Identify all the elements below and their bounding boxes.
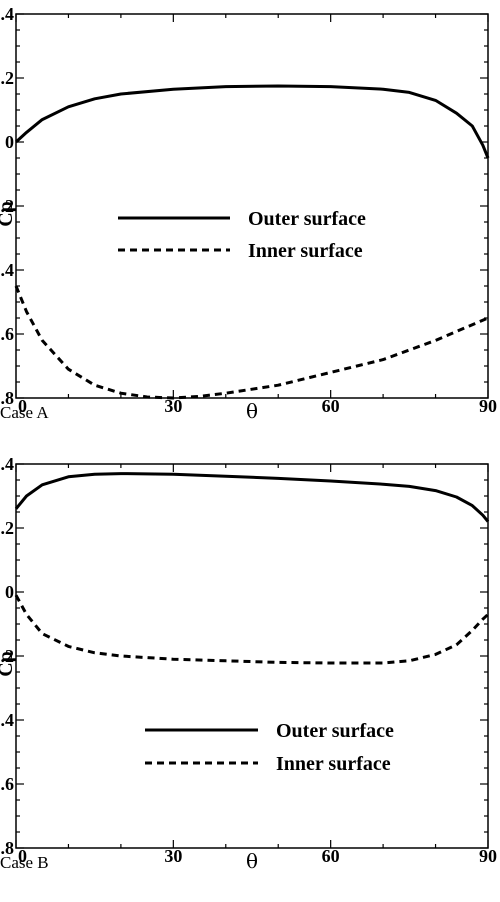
- case-caption: Case A: [0, 403, 49, 422]
- legend-label: Inner surface: [276, 753, 391, 775]
- y-tick-label: 0.4: [0, 4, 14, 24]
- x-tick-label: 90: [479, 846, 497, 866]
- plot-frame: [15, 463, 489, 849]
- case-caption: Case B: [0, 853, 49, 872]
- x-tick-label: 60: [322, 396, 340, 416]
- legend-label: Outer surface: [276, 720, 394, 742]
- y-tick-label: -0.4: [0, 260, 14, 280]
- series-line-outer: [14, 472, 490, 523]
- series-line-inner: [14, 594, 490, 665]
- y-tick-label: -0.8: [0, 388, 14, 408]
- plot-frame: [15, 13, 489, 399]
- y-tick-label: -0.2: [0, 646, 14, 666]
- y-tick-label: -0.6: [0, 324, 14, 344]
- x-axis-label: θ: [246, 849, 258, 873]
- legend: Outer surface Inner surface: [145, 720, 394, 775]
- y-axis-label: Cp: [0, 201, 17, 227]
- series-line-inner: [14, 285, 489, 400]
- legend: Outer surface Inner surface: [118, 208, 366, 262]
- y-tick-label: -0.2: [0, 196, 14, 216]
- chart-panel-1: 0.4 0.2 0 -0.2 -0.4 -0.6 -0.8 0 30 60 90 θ Cp Case A O…: [0, 4, 497, 423]
- y-tick-label: 0.2: [0, 68, 14, 88]
- y-tick-label: -0.8: [0, 838, 14, 858]
- y-tick-label: 0: [5, 582, 14, 602]
- x-tick-label: 0: [18, 396, 27, 416]
- y-tick-label: 0.2: [0, 518, 14, 538]
- chart-panel-2: 0.4 0.2 0 -0.2 -0.4 -0.6 -0.8 0 30 60 90 θ Cp Case B O…: [0, 454, 497, 873]
- x-tick-label: 90: [479, 396, 497, 416]
- series-line-outer: [14, 84, 490, 159]
- x-tick-label: 30: [164, 396, 182, 416]
- x-tick-label: 60: [322, 846, 340, 866]
- y-tick-label: -0.6: [0, 774, 14, 794]
- y-tick-label: 0: [5, 132, 14, 152]
- x-axis-label: θ: [246, 399, 258, 423]
- y-axis-label: Cp: [0, 651, 17, 677]
- legend-label: Outer surface: [248, 208, 366, 230]
- y-tick-label: 0.4: [0, 454, 14, 474]
- legend-label: Inner surface: [248, 240, 363, 262]
- x-tick-label: 0: [18, 846, 27, 866]
- y-tick-label: -0.4: [0, 710, 14, 730]
- x-tick-label: 30: [164, 846, 182, 866]
